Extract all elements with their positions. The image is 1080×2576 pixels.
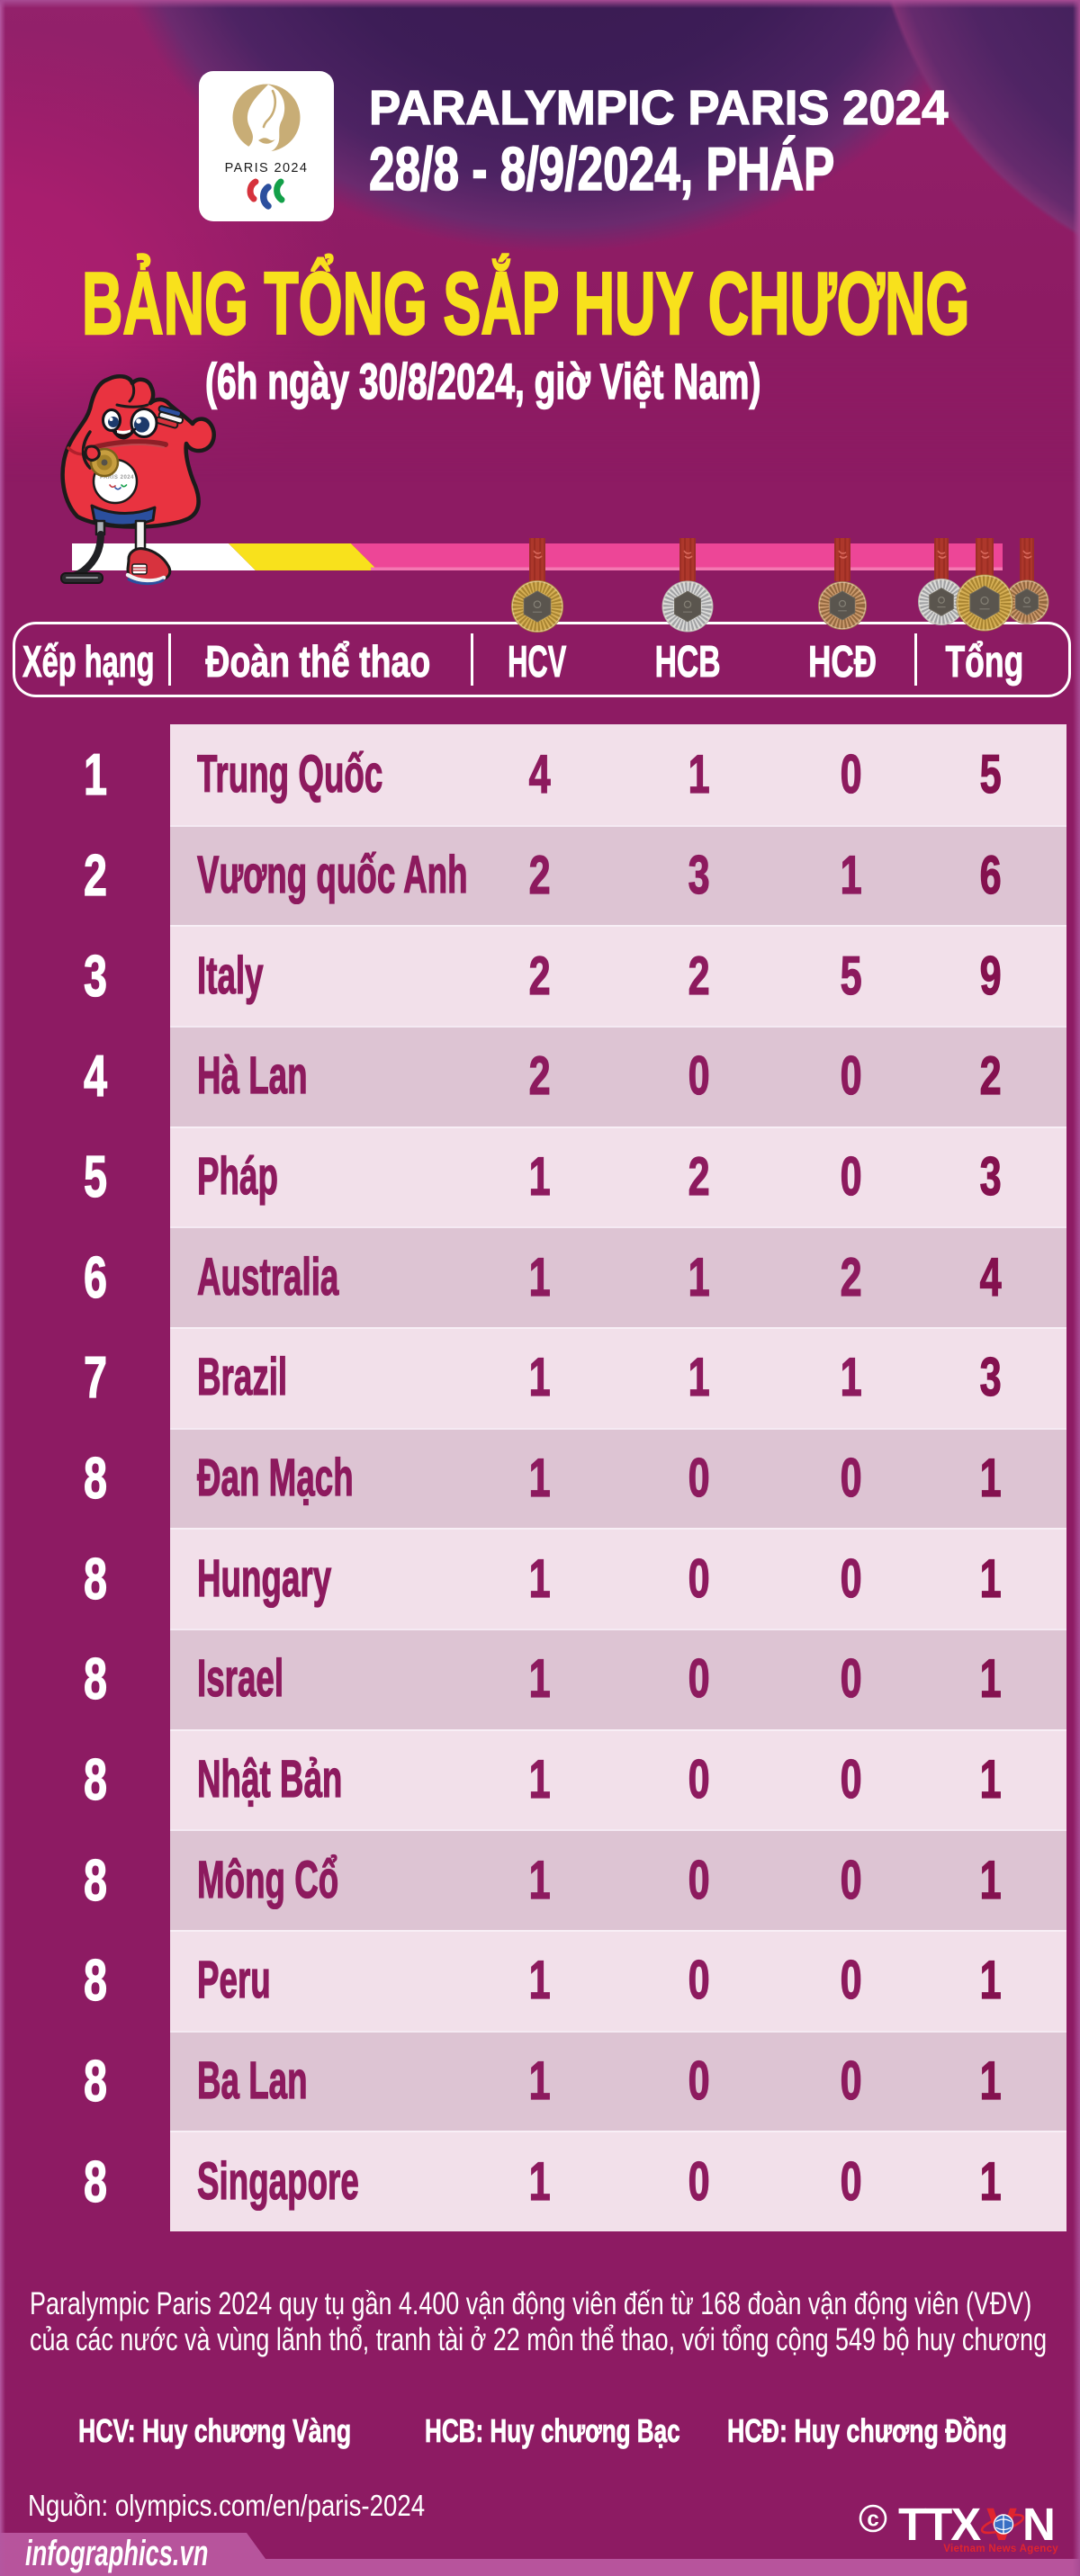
svg-text:N: N — [1022, 2499, 1056, 2550]
svg-text:PARIS 2024: PARIS 2024 — [100, 475, 134, 480]
svg-text:TTX: TTX — [898, 2499, 981, 2550]
svg-text:Vietnam News Agency: Vietnam News Agency — [943, 2544, 1058, 2554]
svg-text:PARIS 2024: PARIS 2024 — [225, 161, 309, 175]
svg-text:c: c — [867, 2508, 878, 2532]
